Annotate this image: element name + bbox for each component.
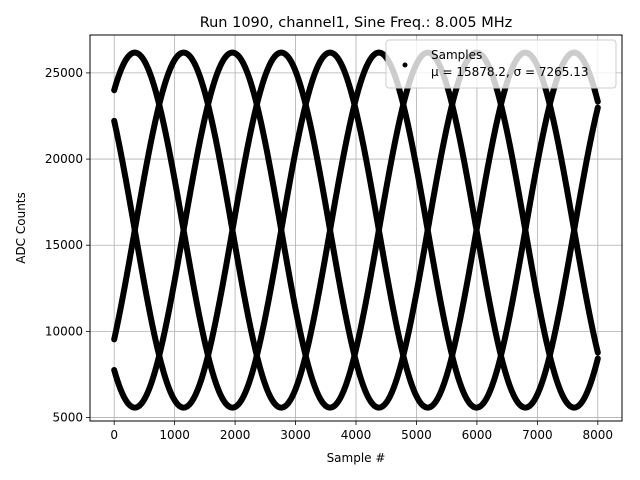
y-tick-label: 5000 [52, 411, 83, 425]
sample-curve-3 [111, 49, 601, 411]
y-tick-label: 15000 [45, 238, 83, 252]
y-tick-label: 20000 [45, 152, 83, 166]
x-tick-label: 1000 [159, 428, 190, 442]
y-tick-label: 25000 [45, 66, 83, 80]
legend-stats-samples: μ = 15878.2, σ = 7265.13 [431, 65, 588, 79]
legend-box [385, 39, 617, 89]
y-tick-label: 10000 [45, 324, 83, 338]
x-tick-label: 4000 [341, 428, 372, 442]
x-tick-label: 0 [110, 428, 118, 442]
x-tick-label: 8000 [583, 428, 614, 442]
x-tick-label: 3000 [280, 428, 311, 442]
legend: Samples μ = 15878.2, σ = 7265.13 [385, 39, 617, 89]
legend-marker-samples [402, 62, 408, 68]
chart-title: Run 1090, channel1, Sine Freq.: 8.005 MH… [200, 15, 513, 31]
legend-label-samples: Samples [431, 48, 482, 62]
x-tick-label: 2000 [220, 428, 251, 442]
x-axis-label: Sample # [327, 451, 386, 465]
y-axis-label: ADC Counts [14, 192, 28, 264]
tick-layer: 0 1000 2000 3000 4000 5000 6000 7000 8000 5000 100… [45, 66, 613, 442]
plot-frame [89, 34, 623, 422]
x-tick-label: 7000 [522, 428, 553, 442]
sample-curve-4 [111, 49, 601, 411]
x-tick-label: 5000 [401, 428, 432, 442]
x-tick-label: 6000 [462, 428, 493, 442]
